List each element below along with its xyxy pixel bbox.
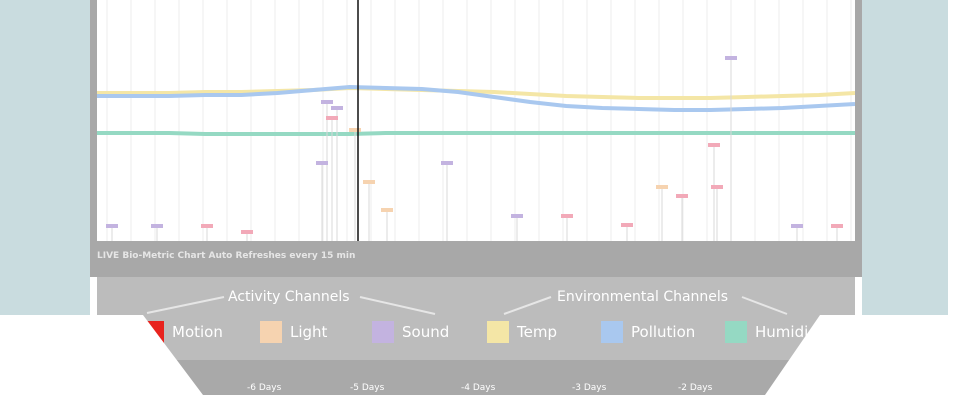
legend-item-humidi[interactable]: Humidi [725, 321, 808, 343]
activity-marker [511, 214, 523, 218]
activity-marker [331, 106, 343, 110]
legend-label: Humidi [755, 323, 809, 341]
activity-marker [381, 208, 393, 212]
activity-marker [831, 224, 843, 228]
activity-marker [621, 223, 633, 227]
series-line-temp [97, 85, 856, 100]
legend-item-temp[interactable]: Temp [487, 321, 557, 343]
legend-swatch [725, 321, 747, 343]
x-tick-label: -5 Days [350, 383, 385, 393]
activity-marker [151, 224, 163, 228]
legend-label: Temp [517, 323, 557, 341]
legend-item-sound[interactable]: Sound [372, 321, 449, 343]
chart-caption: LIVE Bio-Metric Chart Auto Refreshes eve… [97, 251, 356, 261]
legend-label: Light [290, 323, 328, 341]
legend-swatch [372, 321, 394, 343]
legend-item-light[interactable]: Light [260, 321, 327, 343]
left-background [0, 0, 90, 315]
legend-swatch [260, 321, 282, 343]
activity-marker [711, 185, 723, 189]
activity-marker [708, 143, 720, 147]
series-line-humidity [97, 131, 855, 136]
x-tick-label: -4 Days [461, 383, 496, 393]
activity-marker [321, 100, 333, 104]
legend-panel: Activity Channels Environmental Channels… [97, 277, 855, 360]
activity-channels-label: Activity Channels [228, 289, 350, 305]
x-axis: -6 Days -5 Days -4 Days -3 Days -2 Days [97, 360, 855, 395]
activity-marker [349, 128, 361, 132]
legend-label: Motion [172, 323, 223, 341]
legend-item-pollution[interactable]: Pollution [601, 321, 695, 343]
environmental-channels-label: Environmental Channels [557, 289, 729, 305]
activity-marker [791, 224, 803, 228]
right-background [862, 0, 948, 315]
x-tick-label: -3 Days [572, 383, 607, 393]
activity-marker [656, 185, 668, 189]
activity-marker [201, 224, 213, 228]
series-line-pollution [97, 84, 856, 112]
activity-marker [441, 161, 453, 165]
chart-plot[interactable] [97, 0, 856, 241]
legend-label: Pollution [631, 323, 696, 341]
activity-marker [106, 224, 118, 228]
activity-marker [241, 230, 253, 234]
activity-marker [363, 180, 375, 184]
activity-marker [316, 161, 328, 165]
activity-marker [326, 116, 338, 120]
activity-marker [676, 194, 688, 198]
x-tick-label: -6 Days [247, 383, 282, 393]
activity-marker [561, 214, 573, 218]
legend-swatch [601, 321, 623, 343]
legend-swatch [487, 321, 509, 343]
x-tick-label: -2 Days [678, 383, 713, 393]
legend-connectors [146, 296, 788, 315]
activity-marker [725, 56, 737, 60]
chart-svg [97, 0, 856, 241]
legend-label: Sound [402, 323, 450, 341]
